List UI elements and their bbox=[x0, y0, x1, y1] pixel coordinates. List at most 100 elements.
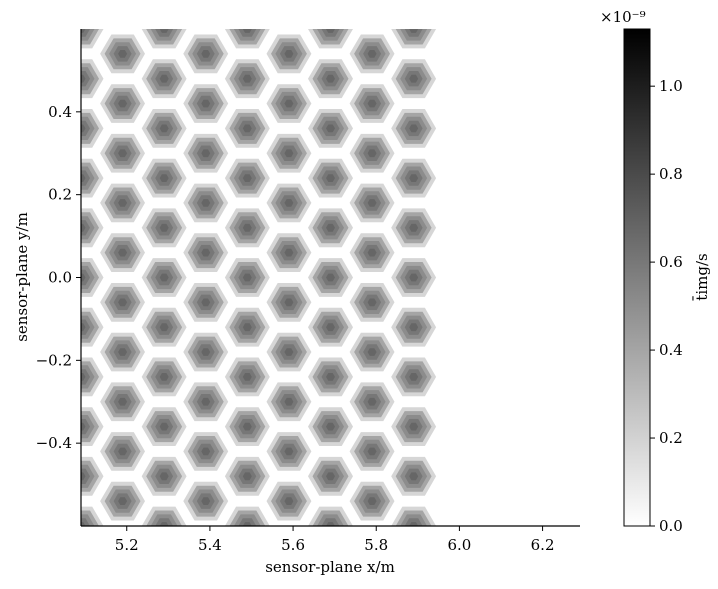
hex-cell bbox=[109, 0, 136, 16]
colorbar-tick-label: 0.0 bbox=[659, 517, 683, 535]
hex-cell bbox=[409, 422, 419, 431]
hex-cell bbox=[409, 29, 419, 33]
hex-cell bbox=[160, 572, 169, 580]
hex-cell bbox=[72, 568, 90, 583]
hex-cell bbox=[105, 0, 141, 20]
hex-cell bbox=[229, 560, 265, 589]
hex-cell bbox=[201, 199, 211, 207]
x-tick-label: 5.8 bbox=[364, 536, 388, 554]
hex-cell bbox=[59, 556, 104, 589]
hex-cell bbox=[242, 74, 252, 83]
hex-cell bbox=[284, 99, 294, 108]
hex-cell bbox=[400, 564, 427, 587]
hex-cell bbox=[367, 397, 377, 406]
colorbar-tick-label: 0.4 bbox=[659, 341, 683, 359]
hex-cell bbox=[81, 223, 86, 232]
hex-cell bbox=[409, 174, 419, 182]
hex-cell bbox=[159, 373, 169, 381]
hex-cell bbox=[81, 369, 90, 385]
hex-cell bbox=[238, 568, 256, 583]
hex-cell bbox=[326, 223, 335, 232]
x-ticks: 5.2 5.4 5.6 5.8 6.0 6.2 bbox=[115, 526, 555, 554]
hex-cell bbox=[201, 497, 211, 505]
hex-cell bbox=[284, 248, 294, 257]
hex-cell bbox=[118, 348, 128, 356]
hex-cell bbox=[118, 199, 128, 207]
hex-cell bbox=[118, 50, 128, 58]
hex-cell bbox=[201, 99, 211, 108]
hex-cell bbox=[367, 447, 377, 456]
hex-cell bbox=[409, 273, 419, 282]
hex-cell bbox=[409, 373, 419, 381]
hex-cell bbox=[159, 422, 169, 431]
hex-cell bbox=[81, 418, 90, 435]
y-tick-label: 0.0 bbox=[48, 269, 72, 287]
hex-cell bbox=[142, 556, 187, 589]
hex-cell bbox=[81, 422, 86, 431]
hex-cell bbox=[81, 74, 86, 83]
hex-cell bbox=[326, 472, 335, 481]
x-tick-label: 5.2 bbox=[115, 536, 139, 554]
hex-cell bbox=[201, 248, 211, 257]
y-axis-label: sensor-plane y/m bbox=[13, 212, 31, 342]
hex-cell bbox=[63, 560, 99, 589]
hex-cell bbox=[284, 348, 294, 356]
hex-cell bbox=[326, 273, 335, 282]
hex-cell bbox=[326, 124, 335, 133]
hex-cell bbox=[242, 522, 252, 526]
hex-cell bbox=[81, 29, 86, 33]
hex-cell bbox=[280, 0, 298, 12]
hex-cell bbox=[81, 124, 86, 133]
colorbar-tick-label: 0.6 bbox=[659, 253, 683, 271]
hex-cell bbox=[201, 447, 211, 456]
hex-cell bbox=[151, 564, 178, 587]
hex-cell bbox=[367, 248, 377, 257]
hex-cell bbox=[409, 223, 419, 232]
hex-cell bbox=[409, 572, 418, 580]
hex-cell bbox=[396, 560, 432, 589]
hex-cell bbox=[188, 0, 224, 20]
hex-cell bbox=[242, 273, 252, 282]
hex-cell bbox=[409, 472, 419, 481]
hex-cell bbox=[367, 348, 377, 356]
hex-cell bbox=[242, 29, 252, 33]
colorbar-exponent: ×10⁻⁹ bbox=[600, 8, 646, 26]
hex-cell bbox=[81, 472, 86, 481]
hex-cell bbox=[159, 273, 169, 282]
hex-cell bbox=[242, 373, 252, 381]
x-tick-label: 6.2 bbox=[531, 536, 555, 554]
hex-cell bbox=[350, 0, 395, 24]
hex-cell bbox=[367, 99, 377, 108]
colorbar-tick-label: 0.8 bbox=[659, 165, 683, 183]
hex-cell bbox=[118, 99, 128, 108]
hex-cell bbox=[242, 472, 252, 481]
y-tick-label: −0.4 bbox=[36, 434, 72, 452]
hex-cell bbox=[159, 522, 169, 526]
hex-cell bbox=[118, 149, 128, 158]
hex-cell bbox=[155, 568, 173, 583]
hex-cell bbox=[159, 124, 169, 133]
hex-cell bbox=[284, 199, 294, 207]
hex-cell bbox=[284, 397, 294, 406]
hex-cell bbox=[284, 298, 294, 307]
hex-cell bbox=[159, 323, 169, 332]
colorbar-tick-label: 0.2 bbox=[659, 429, 683, 447]
hex-cell bbox=[354, 0, 390, 20]
hex-cell bbox=[118, 447, 128, 456]
hex-cell bbox=[367, 50, 377, 58]
hex-cell bbox=[405, 568, 423, 583]
hex-cell bbox=[284, 149, 294, 158]
hex-cell bbox=[242, 323, 252, 332]
hex-cell bbox=[363, 0, 381, 12]
y-tick-label: 0.2 bbox=[48, 186, 72, 204]
hex-cell bbox=[118, 298, 128, 307]
hex-cell bbox=[118, 0, 127, 8]
colorbar bbox=[623, 28, 651, 527]
hex-cell bbox=[234, 564, 261, 587]
hex-cell bbox=[284, 497, 294, 505]
hex-cell bbox=[118, 248, 128, 257]
hex-cell bbox=[326, 174, 335, 182]
hex-cell bbox=[271, 0, 307, 20]
y-tick-label: 0.4 bbox=[48, 103, 72, 121]
colorbar-tick-label: 1.0 bbox=[659, 77, 683, 95]
